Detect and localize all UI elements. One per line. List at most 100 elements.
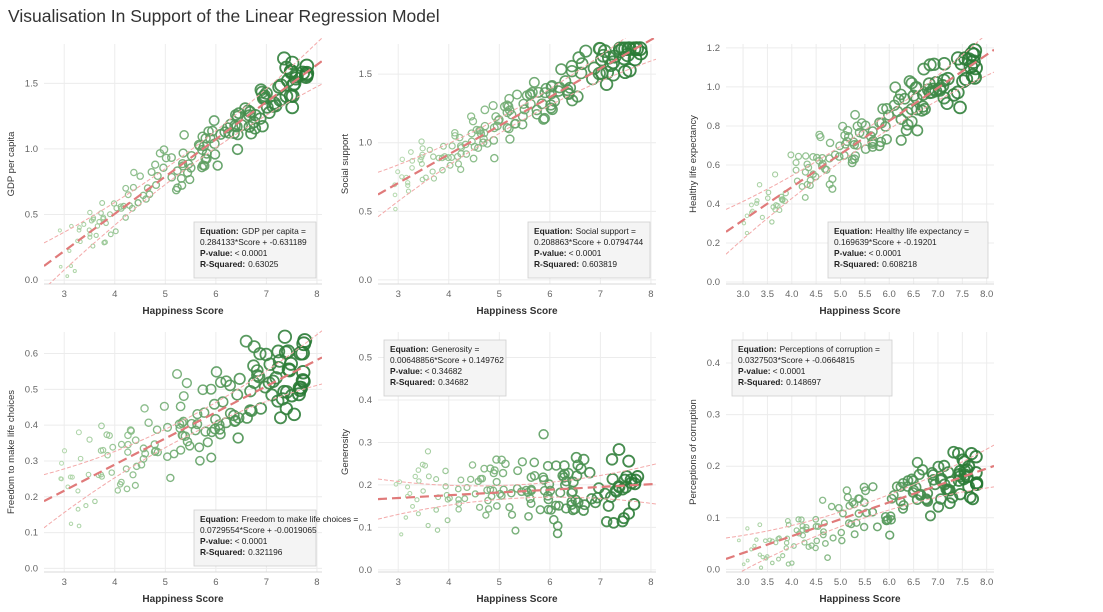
data-point <box>399 532 404 537</box>
data-point <box>835 141 845 151</box>
data-point <box>259 347 273 362</box>
r-squared-value: 0.34682 <box>438 377 469 387</box>
data-point <box>867 126 878 137</box>
data-point <box>161 153 171 163</box>
p-value-label: P-value: <box>390 366 423 376</box>
data-point <box>203 126 214 137</box>
chart-freedom[interactable]: 0.0 0.1 0.2 0.3 0.4 0.5 0.6 3 4 5 6 7 8 Happiness Sco… <box>6 329 359 605</box>
data-point <box>254 83 268 97</box>
x-axis-title: Happiness Score <box>142 306 224 317</box>
data-point <box>812 544 819 552</box>
data-point <box>195 455 205 466</box>
data-point <box>171 185 181 195</box>
data-point <box>756 182 763 188</box>
x-tick-label: 3.5 <box>761 577 774 588</box>
data-point <box>953 100 967 115</box>
chart-gdp[interactable]: 0.0 0.5 1.0 1.5 3 4 5 6 7 8 Happiness Score GDP per… <box>6 38 322 317</box>
equation-text: Generosity = <box>432 344 480 354</box>
data-point <box>405 182 411 188</box>
data-point <box>109 443 117 451</box>
equation-line-2: 0.284133*Score + -0.631189 <box>200 237 307 247</box>
chart-generosity[interactable]: 0.0 0.1 0.2 0.3 0.4 0.5 3 4 5 6 7 8 Happiness Score G… <box>340 332 656 605</box>
p-value-line: P-value: < 0.0001 <box>834 248 902 258</box>
data-point <box>468 117 478 126</box>
x-tick-label: 8.0 <box>980 577 993 588</box>
equation-line-1: Equation: Perceptions of corruption = <box>738 344 880 354</box>
data-point <box>153 447 163 457</box>
data-point <box>940 483 953 496</box>
data-point <box>61 448 68 454</box>
data-point <box>192 409 203 420</box>
y-tick-label: 0.0 <box>707 564 720 575</box>
data-point <box>416 478 422 484</box>
y-tick-label: 1.0 <box>707 82 720 93</box>
data-point <box>417 157 424 164</box>
data-point <box>446 161 454 169</box>
data-point <box>130 168 138 177</box>
data-point <box>538 114 549 125</box>
data-point <box>462 150 471 158</box>
confidence-band-upper <box>44 330 322 476</box>
chart-corruption[interactable]: 0.0 0.1 0.2 0.3 0.4 3.0 3.5 4.0 4.5 5.0 5.5 6.0 6.5 7… <box>688 332 994 605</box>
x-axis-title: Happiness Score <box>142 594 224 605</box>
y-axis-title: Perceptions of corruption <box>688 399 699 505</box>
confidence-band-upper <box>726 444 994 539</box>
data-point <box>901 118 914 131</box>
chart-social-support[interactable]: 0.0 0.5 1.0 1.5 3 4 5 6 7 8 Happiness Score Social … <box>340 34 656 317</box>
data-point <box>474 143 483 152</box>
data-point <box>935 493 947 505</box>
equation-line-1: Equation: GDP per capita = <box>200 226 306 236</box>
data-point <box>205 383 217 395</box>
data-point <box>542 460 553 472</box>
data-point <box>946 491 959 504</box>
data-point <box>131 436 140 445</box>
data-point <box>492 455 501 464</box>
data-point <box>176 445 186 455</box>
data-point <box>140 404 149 413</box>
x-tick-label: 7.5 <box>956 289 969 300</box>
x-tick-label: 4 <box>112 289 117 300</box>
data-point <box>162 452 172 461</box>
data-point <box>531 108 543 120</box>
chart-healthy-life-expectancy[interactable]: 0.0 0.2 0.4 0.6 0.8 1.0 1.2 3.0 3.5 4.0 4.5 5.0 5.5 6… <box>688 34 994 317</box>
data-point <box>528 76 540 88</box>
data-point <box>418 138 425 145</box>
data-point <box>233 372 246 385</box>
data-point <box>230 109 242 121</box>
data-point <box>546 505 556 515</box>
equation-line-1: Equation: Social support = <box>534 226 636 236</box>
p-value-line: P-value: < 0.0001 <box>200 536 268 546</box>
data-point <box>409 165 415 171</box>
x-tick-label: 7.0 <box>931 289 944 300</box>
data-point <box>393 206 398 212</box>
data-point <box>805 543 812 550</box>
p-value: < 0.0001 <box>235 248 268 258</box>
equation-text: Freedom to make life choices = <box>242 514 359 524</box>
data-point <box>902 481 913 492</box>
stats-box-bg <box>193 221 317 279</box>
data-point <box>279 60 294 75</box>
data-point <box>616 515 629 528</box>
y-tick-label: 0.4 <box>359 395 372 406</box>
data-point <box>579 499 591 511</box>
data-point <box>422 462 429 469</box>
data-point <box>208 115 220 127</box>
confidence-band-upper <box>378 463 656 487</box>
data-point <box>862 508 871 518</box>
r-squared-label: R-Squared: <box>738 377 783 387</box>
y-tick-label: 0.5 <box>25 209 38 220</box>
data-point <box>98 422 105 430</box>
x-tick-label: 6 <box>213 577 218 588</box>
y-axis-title: Social support <box>340 134 351 195</box>
data-point <box>483 139 492 148</box>
data-point <box>795 516 802 523</box>
data-point <box>829 534 837 542</box>
data-point <box>801 152 810 160</box>
data-point <box>206 426 218 438</box>
data-point <box>277 329 293 344</box>
data-point <box>107 231 114 238</box>
data-point <box>546 80 558 92</box>
data-point <box>504 93 515 104</box>
data-point <box>926 82 940 96</box>
data-point <box>612 443 626 456</box>
